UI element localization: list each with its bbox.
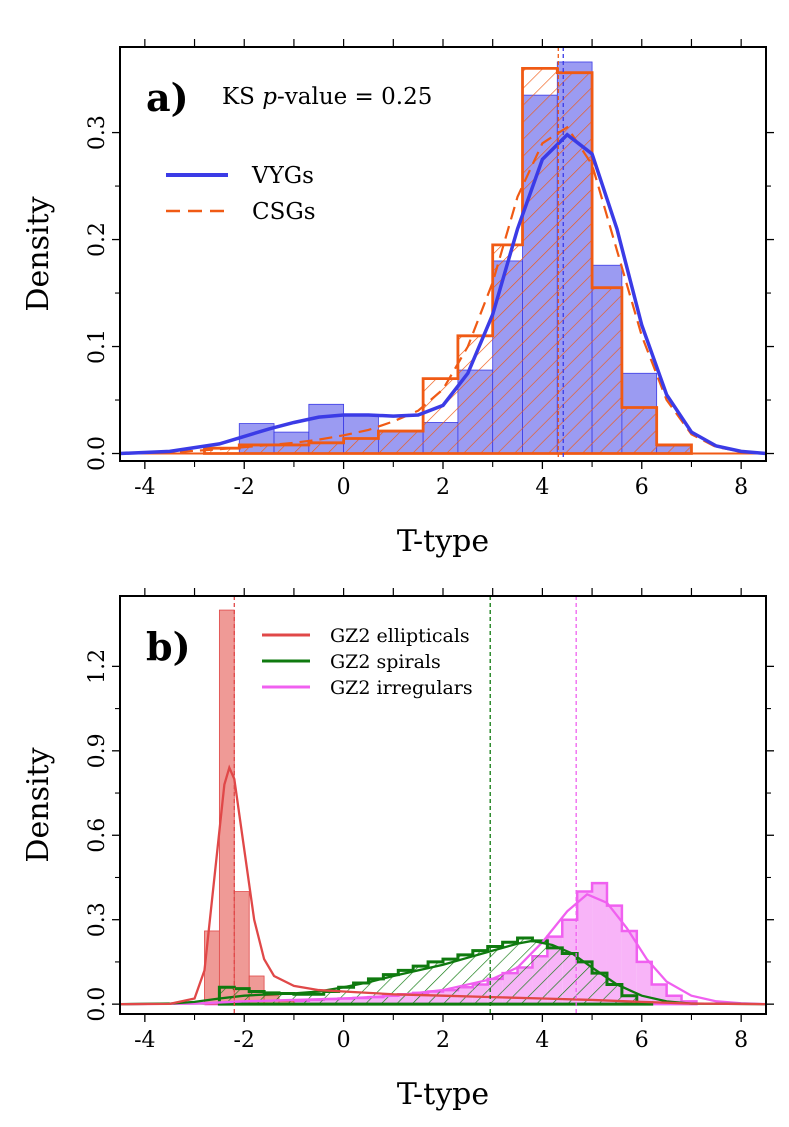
- panel-b-tag: b): [146, 624, 191, 669]
- y-tick-label-3: 0.3: [85, 115, 110, 150]
- spirals-hist-bin-19: [502, 942, 518, 1005]
- spirals-hist-bin-8: [338, 987, 354, 1005]
- csgs-density: [120, 125, 766, 455]
- panel-b-xlabel: T-type: [397, 1077, 489, 1112]
- legend-vygs-label: VYGs: [251, 163, 314, 189]
- x-tick-label-0: -4: [134, 1028, 155, 1053]
- spirals-hist-bin-21: [532, 940, 548, 1005]
- x-tick-label-6: 8: [734, 1028, 748, 1053]
- spirals-hist-bin-3: [264, 992, 280, 1005]
- legend-irregulars-label: GZ2 irregulars: [330, 677, 473, 699]
- y-tick-label-3: 0.9: [85, 733, 110, 768]
- x-tick-label-5: 6: [635, 1028, 649, 1053]
- spirals-hist-bin-17: [472, 950, 488, 1005]
- legend-ellipticals-label: GZ2 ellipticals: [330, 625, 470, 647]
- x-tick-label-2: 0: [337, 1028, 351, 1053]
- spirals-hist-bin-26: [606, 984, 622, 1005]
- x-tick-label-4: 4: [535, 475, 549, 500]
- x-tick-label-3: 2: [436, 1028, 450, 1053]
- spirals-hist-bin-23: [562, 953, 578, 1005]
- x-tick-label-0: -4: [134, 475, 155, 500]
- panel-a: -4 -2 0 2 4 6 8 0.0 0.1 0.2 0.3 a) KS p-value = 0.…: [21, 39, 774, 559]
- spirals-hist-bin-22: [547, 947, 563, 1005]
- spirals-hist-bin-25: [592, 973, 607, 1005]
- panel-b: -4 -2 0 2 4 6 8 0.0 0.3 0.6 0.9 1.2 b) GZ2 elliptic…: [21, 588, 774, 1112]
- spirals-hist-bin-15: [443, 959, 458, 1005]
- panel-b-ylabel: Density: [21, 747, 56, 862]
- x-tick-label-1: -2: [234, 475, 255, 500]
- legend-a: VYGs CSGs: [166, 163, 316, 225]
- csgs-hist-outline: [203, 66, 693, 455]
- csgs-hist-bin-3: [308, 442, 344, 454]
- spirals-hist-bin-16: [457, 954, 473, 1005]
- irregulars-hist-bin-29: [636, 961, 652, 1005]
- csgs-hist-bin-8: [492, 244, 523, 454]
- csgs-hist-bin-5: [378, 431, 424, 454]
- csgs-hist-bin-0: [204, 448, 240, 454]
- panel-a-xlabel: T-type: [397, 524, 489, 559]
- csgs-hist-bin-12: [621, 407, 657, 454]
- y-tick-label-0: 0.0: [85, 436, 110, 471]
- y-tick-label-1: 0.1: [85, 329, 110, 364]
- csgs-hist-bin-13: [656, 444, 692, 454]
- csgs-hist-bin-6: [423, 378, 458, 454]
- panel-a-tag: a): [146, 75, 189, 120]
- spirals-density: [120, 939, 766, 1006]
- ks-annotation: KS p-value = 0.25: [222, 84, 432, 110]
- y-tick-label-4: 1.2: [85, 649, 110, 684]
- x-tick-label-4: 4: [535, 1028, 549, 1053]
- x-tick-label-2: 0: [337, 475, 351, 500]
- irregulars-density: [120, 893, 766, 1006]
- irregulars-hist-bin-31: [666, 995, 682, 1005]
- y-tick-label-1: 0.3: [85, 902, 110, 937]
- spirals-hist-bin-4: [279, 993, 294, 1005]
- legend-spirals-label: GZ2 spirals: [330, 651, 441, 673]
- y-tick-label-2: 0.6: [85, 818, 110, 853]
- y-tick-label-2: 0.2: [85, 222, 110, 257]
- x-tick-label-1: -2: [234, 1028, 255, 1053]
- x-tick-label-3: 2: [436, 475, 450, 500]
- spirals-hist-bin-0: [219, 987, 235, 1005]
- ellipticals-density: [120, 764, 766, 1006]
- csgs-hist-bin-1: [239, 444, 275, 454]
- irregulars-hist-bin-28: [621, 930, 637, 1005]
- csgs-hist-bin-4: [343, 438, 379, 454]
- spirals-hist-bin-27: [621, 995, 637, 1005]
- spirals-hist-bin-24: [577, 961, 593, 1005]
- legend-csgs-label: CSGs: [252, 199, 316, 225]
- legend-b: GZ2 ellipticals GZ2 spirals GZ2 irregula…: [262, 625, 473, 699]
- y-tick-label-0: 0.0: [85, 987, 110, 1022]
- spirals-hist-bin-18: [487, 946, 503, 1005]
- vygs-density: [120, 132, 766, 456]
- spirals-hist-bin-14: [428, 961, 443, 1005]
- csgs-hist-bin-2: [274, 444, 309, 454]
- x-tick-label-5: 6: [635, 475, 649, 500]
- csgs-hist-bin-11: [592, 287, 622, 454]
- panel-a-ylabel: Density: [21, 196, 56, 311]
- csgs-hist-bin-9: [522, 68, 558, 454]
- spirals-hist-bin-20: [517, 938, 533, 1005]
- x-tick-label-6: 8: [734, 475, 748, 500]
